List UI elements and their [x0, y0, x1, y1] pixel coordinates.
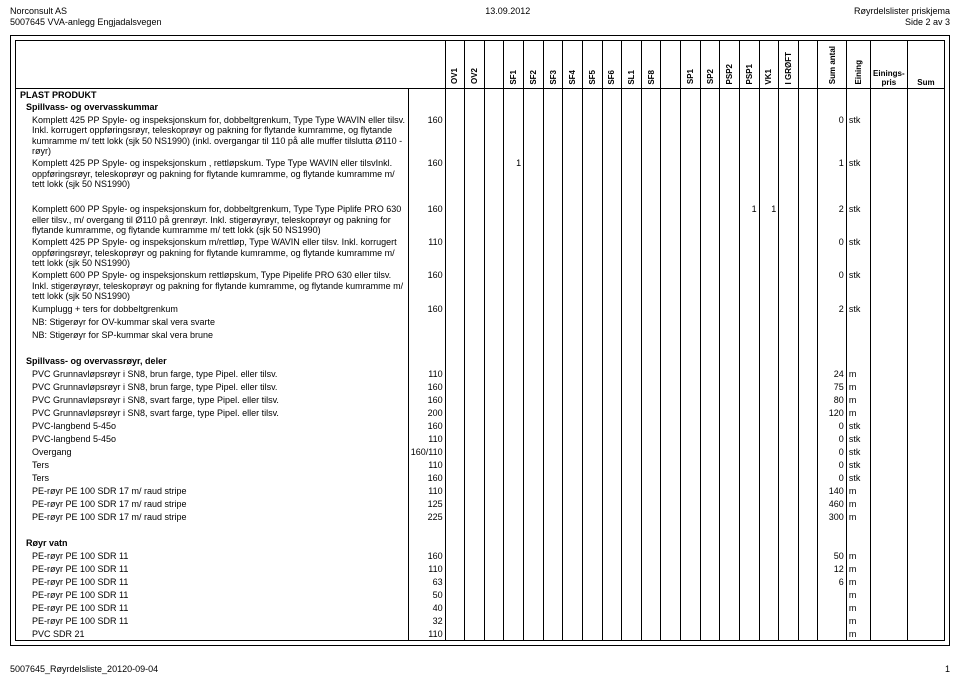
table-row: PLAST PRODUKT	[16, 88, 945, 101]
project-name: 5007645 VVA-anlegg Engjadalsvegen	[10, 17, 161, 28]
table-row: PE-røyr PE 100 SDR 11636m	[16, 576, 945, 589]
col-head: OV1	[445, 40, 465, 88]
col-head: SF3	[543, 40, 563, 88]
col-head: SF2	[524, 40, 544, 88]
table-row: PE-røyr PE 100 SDR 1116050m	[16, 550, 945, 563]
col-head: SP2	[700, 40, 720, 88]
col-head	[484, 40, 504, 88]
table-row: PE-røyr PE 100 SDR 1140m	[16, 602, 945, 615]
col-head: SF8	[641, 40, 661, 88]
table-row	[16, 524, 945, 537]
table-row: PE-røyr PE 100 SDR 17 m/ raud stripe1254…	[16, 498, 945, 511]
page-header: Norconsult AS 5007645 VVA-anlegg Engjada…	[10, 6, 950, 29]
table-row: PVC Grunnavløpsrøyr i SN8, brun farge, t…	[16, 381, 945, 394]
table-row: PVC-langbend 5-45o1100stk	[16, 433, 945, 446]
col-head: I GRØFT	[779, 40, 799, 88]
col-head: Sum antal	[818, 40, 846, 88]
table-row	[16, 342, 945, 355]
table-row: PVC Grunnavløpsrøyr i SN8, svart farge, …	[16, 394, 945, 407]
table-row: Kumplugg + ters for dobbeltgrenkum1602st…	[16, 303, 945, 316]
table-row: Overgang160/1100stk	[16, 446, 945, 459]
table-row: PE-røyr PE 100 SDR 1111012m	[16, 563, 945, 576]
footer-left: 5007645_Røyrdelsliste_20120-09-04	[10, 664, 158, 674]
company-name: Norconsult AS	[10, 6, 161, 17]
col-head: SL1	[622, 40, 642, 88]
price-table: OV1OV2 SF1SF2SF3SF4SF5SF6SL1SF8 SP1SP2PSP2…	[15, 40, 945, 642]
table-row: PVC Grunnavløpsrøyr i SN8, brun farge, t…	[16, 368, 945, 381]
footer-right: 1	[945, 664, 950, 674]
table-row: PE-røyr PE 100 SDR 1150m	[16, 589, 945, 602]
table-row: PE-røyr PE 100 SDR 17 m/ raud stripe2253…	[16, 511, 945, 524]
header-center: 13.09.2012	[161, 6, 854, 29]
col-head: SF5	[582, 40, 602, 88]
table-row: Komplett 600 PP Spyle- og inspeksjonskum…	[16, 269, 945, 302]
table-row: PVC-langbend 5-45o1600stk	[16, 420, 945, 433]
page-footer: 5007645_Røyrdelsliste_20120-09-04 1	[10, 664, 950, 674]
header-right: Røyrdelslister priskjema Side 2 av 3	[854, 6, 950, 29]
header-left: Norconsult AS 5007645 VVA-anlegg Engjada…	[10, 6, 161, 29]
doc-title: Røyrdelslister priskjema	[854, 6, 950, 17]
col-head: SF1	[504, 40, 524, 88]
col-head	[661, 40, 681, 88]
main-panel: OV1OV2 SF1SF2SF3SF4SF5SF6SL1SF8 SP1SP2PSP2…	[10, 35, 950, 647]
table-row: NB: Stigerøyr for OV-kummar skal vera sv…	[16, 316, 945, 329]
table-row: PE-røyr PE 100 SDR 17 m/ raud stripe1101…	[16, 485, 945, 498]
table-row: Spillvass- og overvasskummar	[16, 101, 945, 114]
table-body: PLAST PRODUKTSpillvass- og overvasskumma…	[16, 88, 945, 641]
table-row: PVC SDR 21110m	[16, 628, 945, 641]
header-date: 13.09.2012	[161, 6, 854, 17]
col-head: OV2	[465, 40, 485, 88]
col-head: SP1	[681, 40, 701, 88]
table-head: OV1OV2 SF1SF2SF3SF4SF5SF6SL1SF8 SP1SP2PSP2…	[16, 40, 945, 88]
col-head: SF4	[563, 40, 583, 88]
table-row: Komplett 600 PP Spyle- og inspeksjonskum…	[16, 203, 945, 236]
page-number: Side 2 av 3	[854, 17, 950, 28]
table-row: Ters1600stk	[16, 472, 945, 485]
col-head: SF6	[602, 40, 622, 88]
table-row: Spillvass- og overvassrøyr, deler	[16, 355, 945, 368]
table-row: Komplett 425 PP Spyle- og inspeksjonskum…	[16, 157, 945, 190]
col-head: PSP1	[739, 40, 759, 88]
table-row: Komplett 425 PP Spyle- og inspeksjonskum…	[16, 114, 945, 157]
table-row: Røyr vatn	[16, 537, 945, 550]
col-head: Sum	[907, 40, 944, 88]
table-row: Ters1100stk	[16, 459, 945, 472]
col-head: PSP2	[720, 40, 740, 88]
col-head: Einings- pris	[870, 40, 907, 88]
col-head	[798, 40, 818, 88]
col-head: Eining	[846, 40, 870, 88]
table-row: Komplett 425 PP Spyle- og inspeksjonskum…	[16, 236, 945, 269]
table-row	[16, 190, 945, 203]
table-row: PE-røyr PE 100 SDR 1132m	[16, 615, 945, 628]
col-head: VK1	[759, 40, 779, 88]
table-row: PVC Grunnavløpsrøyr i SN8, svart farge, …	[16, 407, 945, 420]
table-row: NB: Stigerøyr for SP-kummar skal vera br…	[16, 329, 945, 342]
